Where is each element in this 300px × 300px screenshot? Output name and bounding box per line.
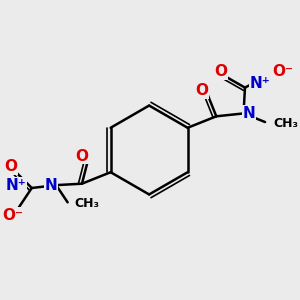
Text: CH₃: CH₃	[75, 197, 100, 210]
Text: O⁻: O⁻	[272, 64, 293, 80]
Text: O: O	[214, 64, 227, 80]
Text: O: O	[195, 83, 208, 98]
Text: N⁺: N⁺	[6, 178, 27, 193]
Text: CH₃: CH₃	[273, 117, 298, 130]
Text: O⁻: O⁻	[3, 208, 24, 223]
Text: O: O	[4, 159, 17, 174]
Text: N⁺: N⁺	[249, 76, 270, 91]
Text: O: O	[75, 149, 88, 164]
Text: N: N	[242, 106, 255, 121]
Text: N: N	[45, 178, 57, 193]
